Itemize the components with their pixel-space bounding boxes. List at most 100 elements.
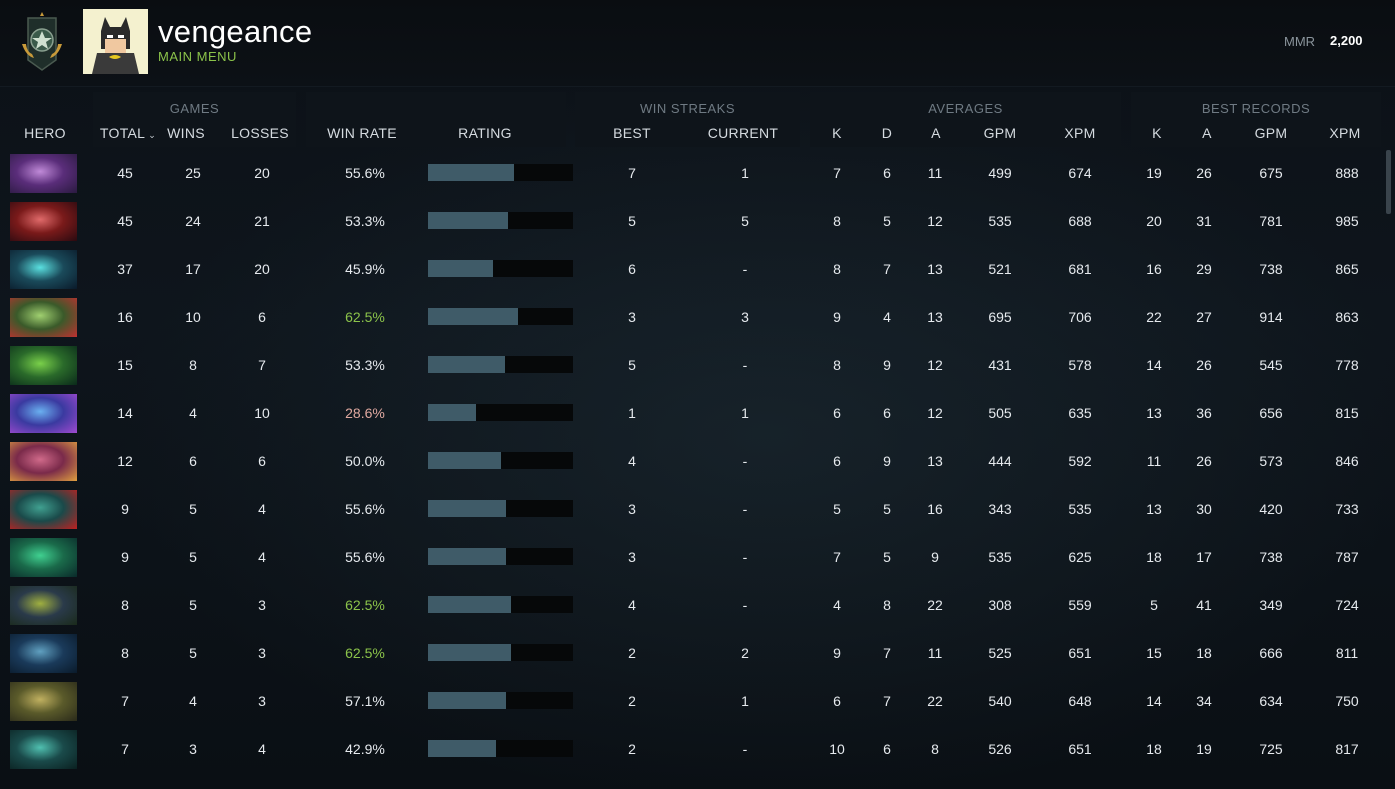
rating-bar	[428, 548, 573, 565]
win-streaks-group	[575, 92, 800, 147]
losses-cell: 20	[254, 165, 270, 181]
record-xpm-column-header[interactable]: XPM	[1329, 125, 1361, 141]
record-assists-cell: 26	[1196, 453, 1212, 469]
total-cell: 12	[117, 453, 133, 469]
hero-portrait[interactable]	[10, 250, 77, 289]
losses-column-header[interactable]: LOSSES	[231, 125, 289, 141]
table-row[interactable]: 45 25 20 55.6% 7 1 7 6 11 499 674 19 26 675 888	[0, 150, 1380, 198]
avg-gpm-cell: 499	[988, 165, 1012, 181]
hero-portrait[interactable]	[10, 154, 77, 193]
wins-column-header[interactable]: WINS	[167, 125, 205, 141]
hero-portrait[interactable]	[10, 634, 77, 673]
table-row[interactable]: 37 17 20 45.9% 6 - 8 7 13 521 681 16 29 738 865	[0, 246, 1380, 294]
table-row[interactable]: 7 4 3 57.1% 2 1 6 7 22 540 648 14 34 634 750	[0, 678, 1380, 726]
hero-portrait[interactable]	[10, 298, 77, 337]
table-row[interactable]: 45 24 21 53.3% 5 5 8 5 12 535 688 20 31 781 985	[0, 198, 1380, 246]
record-assists-cell: 17	[1196, 549, 1212, 565]
table-row[interactable]: 15 8 7 53.3% 5 - 8 9 12 431 578 14 26 545 778	[0, 342, 1380, 390]
record-gpm-cell: 914	[1259, 309, 1283, 325]
avg-deaths-cell: 7	[883, 645, 891, 661]
avg-assists-column-header[interactable]: A	[931, 125, 941, 141]
table-row[interactable]: 12 6 6 50.0% 4 - 6 9 13 444 592 11 26 573 846	[0, 438, 1380, 486]
current-streak-cell: -	[742, 501, 748, 517]
avg-assists-cell: 22	[927, 693, 943, 709]
avg-kills-cell: 6	[833, 693, 841, 709]
avg-assists-cell: 12	[927, 405, 943, 421]
rating-column-header[interactable]: RATING	[458, 125, 512, 141]
rating-bar	[428, 260, 573, 277]
avg-deaths-cell: 6	[883, 741, 891, 757]
rank-medal-icon	[22, 12, 62, 71]
rating-bar	[428, 164, 573, 181]
rating-bar	[428, 644, 573, 661]
avg-gpm-cell: 308	[988, 597, 1012, 613]
total-column-header[interactable]: TOTAL ⌄	[93, 125, 163, 141]
avg-deaths-cell: 4	[883, 309, 891, 325]
avg-gpm-column-header[interactable]: GPM	[983, 125, 1017, 141]
main-menu-link[interactable]: MAIN MENU	[158, 49, 237, 64]
record-kills-column-header[interactable]: K	[1152, 125, 1162, 141]
avg-deaths-column-header[interactable]: D	[881, 125, 893, 141]
hero-portrait[interactable]	[10, 394, 77, 433]
table-row[interactable]: 8 5 3 62.5% 4 - 4 8 22 308 559 5 41 349 724	[0, 582, 1380, 630]
avg-gpm-cell: 505	[988, 405, 1012, 421]
win-rate-column-header[interactable]: WIN RATE	[327, 125, 397, 141]
games-group-label: GAMES	[169, 101, 220, 116]
table-row[interactable]: 16 10 6 62.5% 3 3 9 4 13 695 706 22 27 914 863	[0, 294, 1380, 342]
record-gpm-cell: 349	[1259, 597, 1283, 613]
record-assists-cell: 41	[1196, 597, 1212, 613]
avg-xpm-cell: 535	[1068, 501, 1092, 517]
best-streak-column-header[interactable]: BEST	[613, 125, 651, 141]
avg-gpm-cell: 525	[988, 645, 1012, 661]
hero-portrait[interactable]	[10, 586, 77, 625]
total-cell: 14	[117, 405, 133, 421]
losses-cell: 20	[254, 261, 270, 277]
hero-portrait[interactable]	[10, 682, 77, 721]
record-gpm-cell: 738	[1259, 261, 1283, 277]
current-streak-column-header[interactable]: CURRENT	[707, 125, 779, 141]
table-scrollbar[interactable]	[1386, 150, 1391, 214]
record-assists-cell: 26	[1196, 165, 1212, 181]
hero-portrait[interactable]	[10, 730, 77, 769]
table-row[interactable]: 9 5 4 55.6% 3 - 5 5 16 343 535 13 30 420 733	[0, 486, 1380, 534]
current-streak-cell: 1	[741, 165, 749, 181]
wins-cell: 25	[185, 165, 201, 181]
record-assists-column-header[interactable]: A	[1202, 125, 1212, 141]
avg-kills-cell: 7	[833, 549, 841, 565]
table-row[interactable]: 8 5 3 62.5% 2 2 9 7 11 525 651 15 18 666 811	[0, 630, 1380, 678]
record-assists-cell: 31	[1196, 213, 1212, 229]
avg-xpm-column-header[interactable]: XPM	[1064, 125, 1096, 141]
hero-portrait[interactable]	[10, 538, 77, 577]
record-gpm-cell: 781	[1259, 213, 1283, 229]
rating-bar-fill	[428, 692, 507, 709]
hero-column-header[interactable]: HERO	[24, 125, 66, 141]
record-xpm-cell: 733	[1335, 501, 1359, 517]
hero-portrait[interactable]	[10, 490, 77, 529]
wins-cell: 8	[189, 357, 197, 373]
avg-assists-cell: 13	[927, 261, 943, 277]
avg-assists-cell: 13	[927, 453, 943, 469]
table-row[interactable]: 9 5 4 55.6% 3 - 7 5 9 535 625 18 17 738 787	[0, 534, 1380, 582]
win-rate-cell: 53.3%	[345, 357, 385, 373]
win-rate-cell: 28.6%	[345, 405, 385, 421]
avg-kills-column-header[interactable]: K	[832, 125, 842, 141]
table-row[interactable]: 14 4 10 28.6% 1 1 6 6 12 505 635 13 36 656 815	[0, 390, 1380, 438]
record-gpm-column-header[interactable]: GPM	[1254, 125, 1288, 141]
rating-bar	[428, 356, 573, 373]
wins-cell: 5	[189, 645, 197, 661]
hero-portrait[interactable]	[10, 346, 77, 385]
avatar[interactable]	[83, 9, 148, 74]
rating-bar-fill	[428, 308, 518, 325]
avg-kills-cell: 9	[833, 645, 841, 661]
rating-bar-fill	[428, 260, 494, 277]
rating-bar	[428, 692, 573, 709]
record-gpm-cell: 738	[1259, 549, 1283, 565]
record-kills-cell: 18	[1146, 549, 1162, 565]
hero-portrait[interactable]	[10, 442, 77, 481]
avg-xpm-cell: 648	[1068, 693, 1092, 709]
total-cell: 7	[121, 741, 129, 757]
avg-kills-cell: 8	[833, 261, 841, 277]
wins-cell: 24	[185, 213, 201, 229]
table-row[interactable]: 7 3 4 42.9% 2 - 10 6 8 526 651 18 19 725 817	[0, 726, 1380, 774]
hero-portrait[interactable]	[10, 202, 77, 241]
